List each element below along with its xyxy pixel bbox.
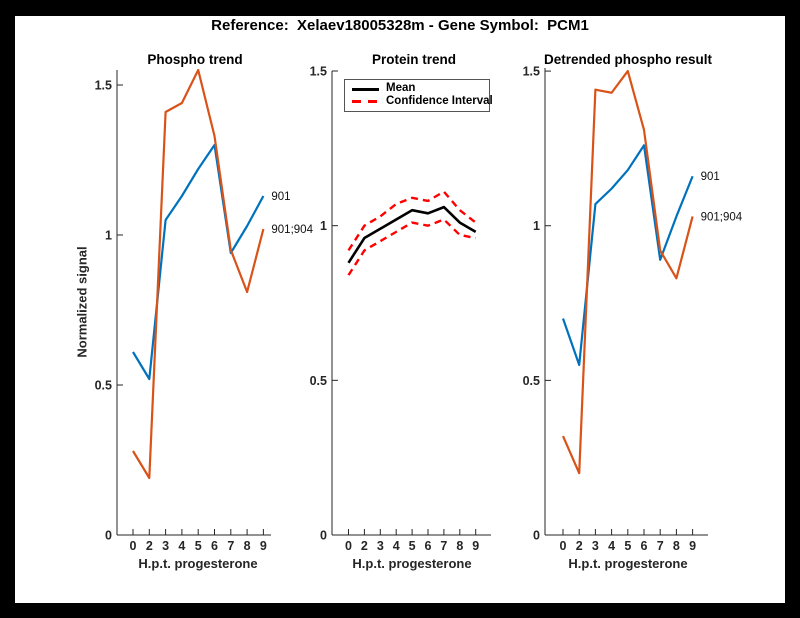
legend-ci-label: Confidence Interval [386,95,493,108]
x-axis-label-phospho: H.p.t. progesterone [138,556,258,571]
x-tick-label: 9 [472,539,479,553]
x-tick-label: 9 [260,539,267,553]
legend-ci-line-swatch [352,100,379,104]
x-tick-label: 4 [608,539,615,553]
series-end-label: 901;904 [271,224,313,236]
x-tick-label: 4 [393,539,400,553]
y-tick-label: 1 [105,229,112,243]
figure-title: Reference: Xelaev18005328m - Gene Symbol… [211,17,589,34]
y-axis-label: Normalized signal [74,246,90,358]
series-end-label: 901 [701,171,720,183]
x-tick-label: 0 [130,539,137,553]
x-tick-label: 3 [592,539,599,553]
x-tick-label: 9 [689,539,696,553]
x-tick-label: 0 [345,539,352,553]
x-tick-label: 7 [657,539,664,553]
subplot-title-detrended-phospho: Detrended phospho result [543,52,713,67]
legend-mean-line-swatch [352,87,379,91]
x-tick-label: 2 [576,539,583,553]
x-tick-label: 5 [624,539,631,553]
series-line-901-904 [561,69,694,475]
y-tick-label: 0.5 [523,374,540,388]
legend-mean-label: Mean [386,82,416,95]
y-tick-label: 1.5 [95,79,112,93]
legend-row-mean: Mean [352,83,485,95]
series-line-901 [561,144,694,367]
series-line-mean [347,205,477,264]
x-tick-label: 6 [425,539,432,553]
x-tick-label: 3 [162,539,169,553]
x-tick-label: 0 [560,539,567,553]
x-tick-label: 5 [195,539,202,553]
y-tick-label: 0 [105,529,112,543]
x-tick-label: 7 [440,539,447,553]
y-tick-label: 0.5 [95,379,112,393]
legend-box: Mean Confidence Interval [344,79,493,112]
series-line-901-904 [132,68,265,480]
y-tick-label: 0 [533,529,540,543]
legend-row-confidence-interval: Confidence Interval [352,96,493,108]
x-axis-label-protein: H.p.t. progesterone [352,556,472,571]
x-tick-label: 2 [146,539,153,553]
series-end-label: 901 [271,191,290,203]
y-tick-label: 1 [533,219,540,233]
x-tick-label: 8 [673,539,680,553]
figure-canvas [15,16,785,603]
x-tick-label: 4 [178,539,185,553]
subplot-title-phospho-trend: Phospho trend [147,52,243,67]
series-line-confidence-interval-upper [347,190,477,252]
x-tick-label: 7 [227,539,234,553]
x-tick-label: 8 [244,539,251,553]
series-line-confidence-interval-lower [347,218,476,276]
series-line-901 [132,143,265,381]
y-tick-label: 1.5 [310,65,327,79]
series-end-label: 901;904 [701,211,743,223]
y-tick-label: 1.5 [523,65,540,79]
subplot-title-protein-trend: Protein trend [371,52,457,67]
x-tick-label: 6 [211,539,218,553]
x-tick-label: 2 [361,539,368,553]
x-tick-label: 6 [641,539,648,553]
y-tick-label: 1 [320,219,327,233]
y-tick-label: 0 [320,529,327,543]
x-tick-label: 3 [377,539,384,553]
x-tick-label: 5 [409,539,416,553]
y-tick-label: 0.5 [310,374,327,388]
x-tick-label: 8 [456,539,463,553]
x-axis-label-detrended: H.p.t. progesterone [568,556,688,571]
